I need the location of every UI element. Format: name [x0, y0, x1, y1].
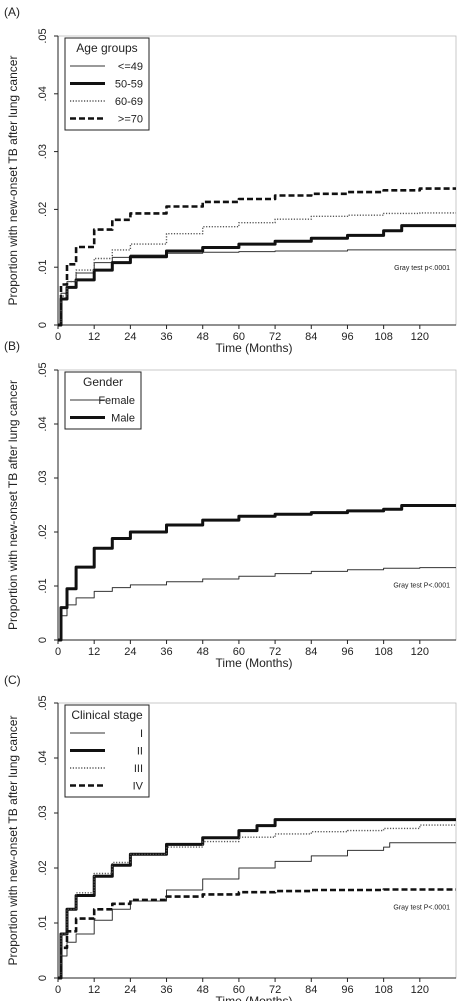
x-axis-label: Time (Months) [216, 341, 293, 355]
x-tick-label: 48 [197, 331, 209, 343]
panel-2: (C) 0 .01 .02 .03 .04 .05 Proportion with new-o… [4, 673, 457, 1001]
y-tick-label: .02 [37, 860, 49, 875]
x-tick-label: 60 [233, 331, 245, 343]
y-tick-label: .05 [37, 362, 49, 377]
legend-item-label: II [137, 746, 143, 758]
legend-item-label: 50-59 [115, 79, 143, 91]
x-tick-label: 24 [124, 646, 136, 658]
y-tick-label: .04 [37, 86, 49, 101]
x-tick-label: 96 [341, 331, 353, 343]
series-line [58, 824, 456, 979]
series-line [58, 842, 456, 979]
x-tick-label: 48 [197, 646, 209, 658]
y-tick-label: .05 [37, 28, 49, 43]
panel-0: (A) 0 .01 .02 .03 .04 .05 Proportion with new-o… [4, 5, 457, 355]
series-line [58, 187, 456, 327]
x-tick-label: 84 [305, 984, 317, 996]
x-tick-label: 0 [55, 331, 61, 343]
x-axis-label: Time (Months) [216, 994, 293, 1001]
y-tick-label: .02 [37, 202, 49, 217]
gray-test-annotation: Gray test P<.0001 [393, 583, 450, 590]
y-tick-label: .01 [37, 260, 49, 275]
x-tick-label: 84 [305, 646, 317, 658]
x-tick-label: 24 [124, 331, 136, 343]
series-line [58, 249, 456, 326]
panel-1: (B) 0 .01 .02 .03 .04 .05 Proportion with new-o… [4, 339, 457, 670]
panel-label: (B) [4, 339, 20, 353]
x-tick-label: 72 [269, 646, 281, 658]
y-tick-label: .01 [37, 915, 49, 930]
series-line [58, 504, 456, 642]
x-tick-label: 96 [341, 984, 353, 996]
y-axis-label: Proportion with new-onset TB after lung … [6, 380, 20, 630]
x-axis-label: Time (Months) [216, 656, 293, 670]
y-tick-label: .01 [37, 578, 49, 593]
series-line [58, 224, 456, 327]
x-tick-label: 84 [305, 331, 317, 343]
panel-label: (A) [4, 5, 20, 19]
legend-title: Gender [83, 375, 123, 389]
y-tick-label: .05 [37, 695, 49, 710]
legend-title: Clinical stage [71, 708, 143, 722]
x-tick-label: 60 [233, 646, 245, 658]
gray-test-annotation: Gray test p<.0001 [394, 265, 450, 272]
legend-item-label: <=49 [118, 61, 143, 73]
x-tick-label: 120 [411, 331, 429, 343]
series-line [58, 212, 456, 326]
x-tick-label: 12 [88, 646, 100, 658]
y-tick-label: 0 [37, 975, 49, 981]
x-tick-label: 108 [374, 984, 392, 996]
x-tick-label: 108 [374, 331, 392, 343]
x-tick-label: 72 [269, 984, 281, 996]
y-tick-label: .04 [37, 416, 49, 431]
y-tick-label: .03 [37, 144, 49, 159]
x-tick-label: 120 [411, 984, 429, 996]
x-tick-label: 96 [341, 646, 353, 658]
y-tick-label: 0 [37, 322, 49, 328]
y-axis-label: Proportion with new-onset TB after lung … [6, 56, 20, 306]
legend-item-label: IV [133, 781, 144, 793]
y-tick-label: .04 [37, 750, 49, 765]
legend-item-label: 60-69 [115, 96, 143, 108]
y-axis-label: Proportion with new-onset TB after lung … [6, 716, 20, 966]
x-tick-label: 12 [88, 331, 100, 343]
x-tick-label: 72 [269, 331, 281, 343]
x-tick-label: 24 [124, 984, 136, 996]
x-tick-label: 108 [374, 646, 392, 658]
legend-title: Age groups [76, 41, 137, 55]
legend-item-label: Female [98, 395, 135, 407]
legend-item-label: I [140, 728, 143, 740]
y-tick-label: .03 [37, 470, 49, 485]
x-tick-label: 0 [55, 984, 61, 996]
series-line [58, 567, 456, 641]
series-line [58, 888, 456, 980]
x-tick-label: 60 [233, 984, 245, 996]
y-tick-label: .03 [37, 805, 49, 820]
x-tick-label: 36 [160, 984, 172, 996]
legend-item-label: Male [111, 413, 135, 425]
legend-item-label: III [134, 763, 143, 775]
x-tick-label: 36 [160, 331, 172, 343]
panel-label: (C) [4, 673, 21, 687]
x-tick-label: 36 [160, 646, 172, 658]
y-tick-label: .02 [37, 524, 49, 539]
x-tick-label: 48 [197, 984, 209, 996]
y-tick-label: 0 [37, 637, 49, 643]
x-tick-label: 0 [55, 646, 61, 658]
x-tick-label: 120 [411, 646, 429, 658]
x-tick-label: 12 [88, 984, 100, 996]
series-line [58, 818, 456, 980]
gray-test-annotation: Gray test P<.0001 [393, 904, 450, 911]
legend-item-label: >=70 [118, 114, 143, 126]
